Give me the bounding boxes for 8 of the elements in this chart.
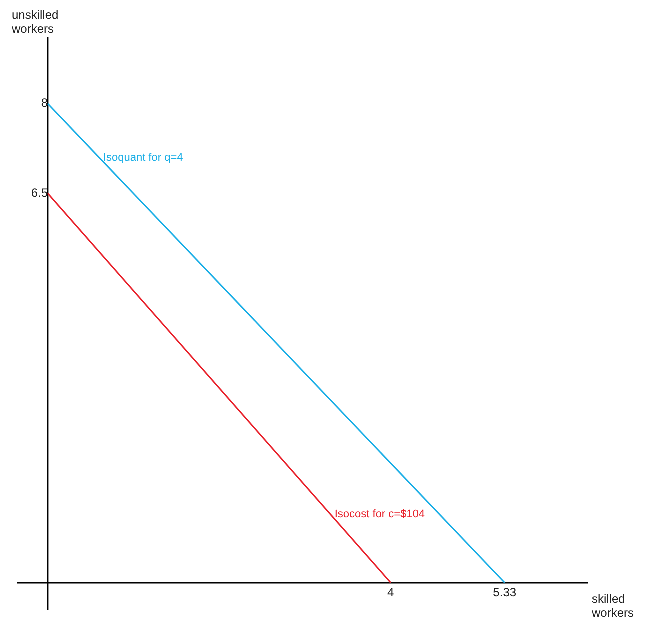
x-tick-label: 4 xyxy=(388,585,395,600)
y-tick-label: 8 xyxy=(41,96,48,110)
y-tick-label: 6.5 xyxy=(31,186,48,200)
x-axis-title: skilled workers xyxy=(592,592,636,620)
x-tick-label: 5.33 xyxy=(493,585,517,600)
y-axis-title: unskilled workers xyxy=(12,8,60,36)
annotation: Isocost for c=$104 xyxy=(334,508,426,521)
annotation: Isoquant for q=4 xyxy=(103,152,184,164)
